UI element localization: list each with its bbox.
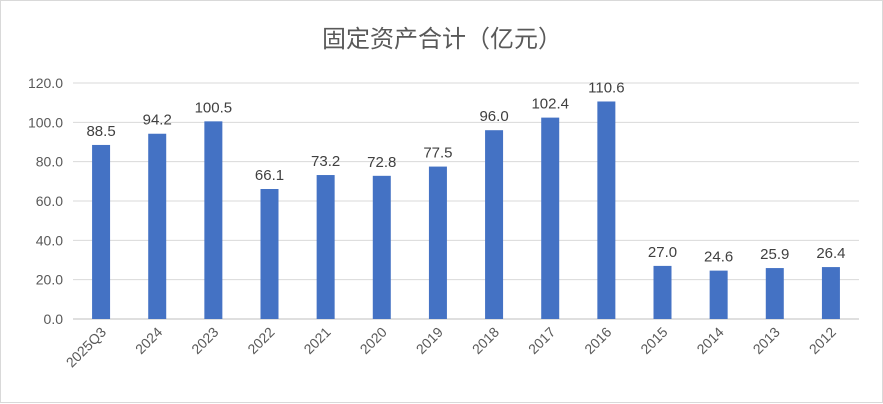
y-tick-label: 40.0 [36,232,63,248]
y-tick-label: 100.0 [28,114,63,130]
bar [597,101,616,319]
y-tick-label: 60.0 [36,193,63,209]
gridlines [73,82,859,320]
data-label: 26.4 [816,245,845,262]
data-label: 88.5 [86,123,115,140]
bar [765,268,784,319]
bar [485,130,504,319]
x-tick-label: 2024 [132,324,165,357]
y-axis: 0.0 20.0 40.0 60.0 80.0 100.0 120.0 [28,75,63,327]
data-label: 73.2 [311,153,340,170]
y-tick-label: 20.0 [36,272,63,288]
x-tick-label: 2023 [188,324,221,357]
bar [541,117,560,319]
data-label: 94.2 [143,112,172,129]
bar [821,267,840,319]
bar [92,144,111,319]
bar [709,270,728,319]
bar [204,121,223,319]
y-tick-label: 80.0 [36,154,63,170]
x-tick-label: 2013 [750,324,783,357]
bar [316,175,335,319]
x-tick-label: 2012 [806,324,839,357]
data-labels: 88.5 94.2 100.5 66.1 73.2 72.8 77.5 96.0 102.4 11… [86,79,845,265]
data-label: 25.9 [760,246,789,263]
data-label: 77.5 [423,145,452,162]
x-axis: 2025Q3 2024 2023 2022 2021 2020 2019 2018 2017 20… [63,324,840,371]
x-tick-label: 2017 [525,324,558,357]
x-tick-label: 2022 [244,324,277,357]
chart-title: 固定资产合计（亿元） [322,25,562,53]
bar [260,189,279,319]
x-tick-label: 2019 [413,324,446,357]
y-tick-label: 0.0 [44,311,64,327]
x-tick-label: 2014 [693,324,726,357]
bar [653,265,672,319]
data-label: 72.8 [367,154,396,171]
x-tick-label: 2021 [300,324,333,357]
y-tick-label: 120.0 [28,75,63,91]
data-label: 96.0 [479,108,508,125]
bar [428,166,447,319]
bar [148,133,167,319]
data-label: 110.6 [588,79,624,96]
data-label: 100.5 [195,99,233,116]
bar [372,175,391,319]
x-tick-label: 2015 [637,324,670,357]
x-tick-label: 2020 [357,324,390,357]
bars [92,101,840,319]
x-tick-label: 2018 [469,324,502,357]
x-tick-label: 2016 [581,324,614,357]
x-tick-label: 2025Q3 [63,324,110,371]
data-label: 27.0 [648,244,677,261]
data-label: 24.6 [704,249,733,266]
data-label: 66.1 [255,167,284,184]
data-label: 102.4 [531,96,569,113]
